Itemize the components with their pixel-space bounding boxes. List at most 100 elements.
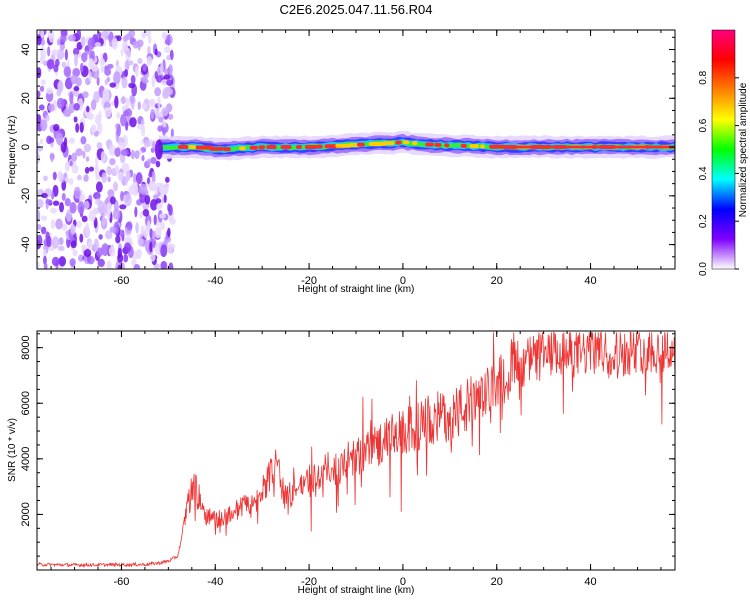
signal-peak (425, 142, 434, 147)
noise-blob (61, 61, 67, 68)
noise-blob (82, 150, 86, 159)
noise-blob (97, 258, 105, 268)
noise-blob (122, 40, 129, 52)
noise-blob (87, 37, 95, 50)
noise-blob (151, 171, 156, 185)
noise-blob (49, 207, 58, 214)
noise-blob (123, 242, 132, 253)
noise-blob (37, 67, 42, 79)
x-tick-label: -60 (113, 576, 129, 588)
noise-blob (73, 186, 81, 200)
noise-blob (150, 147, 155, 153)
noise-blob (98, 234, 103, 240)
noise-blob (45, 199, 53, 205)
noise-blob (62, 109, 71, 117)
noise-blob (137, 123, 145, 130)
x-tick-label: 40 (584, 275, 596, 287)
signal-peak (335, 143, 352, 148)
heatmap-x-ticks: -60 -40 -20 0 20 40 (50, 30, 662, 287)
noise-blob (79, 233, 84, 243)
x-tick-label: 20 (491, 576, 503, 588)
noise-blob (54, 58, 60, 67)
noise-blob (131, 103, 135, 110)
noise-blob (79, 122, 84, 133)
noise-blob (125, 33, 132, 40)
noise-blob (82, 91, 89, 98)
noise-blob (87, 113, 95, 120)
signal-peak (249, 145, 258, 150)
x-tick-label: 0 (400, 576, 406, 588)
y-tick-label: 40 (20, 43, 32, 55)
noise-blob (43, 255, 47, 266)
noise-blob (104, 230, 113, 240)
noise-blob (150, 199, 158, 211)
noise-blob (39, 85, 45, 92)
noise-blob (52, 171, 57, 181)
signal-peak (195, 145, 213, 150)
noise-blob (85, 156, 90, 162)
noise-blob (102, 88, 110, 102)
noise-blob (149, 253, 156, 262)
noise-blob (76, 30, 82, 41)
signal-peak (295, 145, 303, 150)
noise-blob (40, 30, 45, 39)
colorbar-tick-label: 0.2 (698, 214, 709, 228)
noise-blob (137, 101, 141, 111)
noise-blob (70, 240, 77, 249)
signal-peak (460, 143, 467, 148)
signal-peak (304, 145, 318, 150)
noise-blob (60, 34, 67, 43)
noise-blob (154, 227, 162, 239)
noise-blob (167, 243, 174, 255)
x-tick-label: -40 (207, 275, 223, 287)
noise-blob (123, 253, 129, 263)
noise-blob (124, 193, 132, 207)
noise-blob (166, 79, 174, 86)
noise-blob (43, 262, 48, 269)
noise-blob (81, 244, 87, 251)
signal-peak (209, 146, 224, 151)
x-tick-label: -60 (113, 275, 129, 287)
noise-blob (167, 203, 171, 212)
noise-blob (74, 53, 78, 67)
signal-peak (434, 142, 442, 147)
signal-peak (480, 144, 485, 149)
y-tick-label: 20 (20, 92, 32, 104)
noise-blob (101, 243, 109, 257)
noise-blob (133, 264, 141, 269)
noise-blob (131, 181, 138, 192)
noise-blob (144, 194, 151, 205)
noise-blob (104, 104, 112, 118)
noise-blob (140, 225, 145, 237)
noise-blob (109, 158, 116, 166)
noise-blob (73, 102, 80, 111)
noise-blob (37, 234, 43, 247)
noise-blob (135, 66, 139, 78)
noise-blob (152, 230, 156, 240)
noise-blob (149, 241, 153, 253)
noise-blob (97, 122, 103, 135)
noise-blob (52, 200, 60, 206)
noise-blob (85, 223, 90, 236)
noise-blob (108, 246, 116, 257)
noise-blob (45, 114, 50, 122)
noise-blob (95, 174, 101, 181)
noise-blob (141, 155, 145, 162)
noise-blob (96, 247, 103, 258)
noise-blob (37, 198, 44, 209)
noise-blob (98, 110, 102, 123)
noise-blob (110, 196, 116, 205)
noise-blob (37, 224, 42, 231)
noise-blob (154, 70, 159, 80)
figure-title: C2E6.2025.047.11.56.R04 (280, 2, 433, 17)
noise-blob (106, 139, 111, 148)
noise-blob (106, 260, 112, 269)
noise-blob (146, 56, 153, 66)
noise-blob (119, 204, 127, 210)
signal-peak (357, 142, 365, 147)
noise-blob (104, 101, 111, 108)
signal-peak (469, 144, 479, 149)
noise-blob (55, 218, 63, 230)
snr-y-ticks: 2000 4000 6000 8000 (20, 333, 675, 571)
